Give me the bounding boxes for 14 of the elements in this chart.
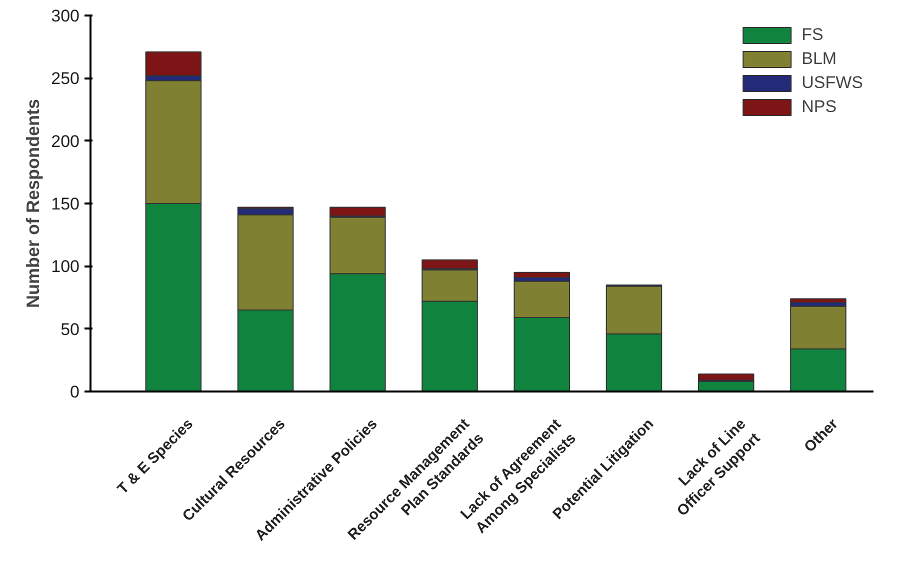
y-tick-label: 300 [51,6,80,26]
y-tick-label: 150 [51,194,80,214]
y-tick-label: 100 [51,257,80,276]
y-tick-label: 200 [51,132,80,151]
bar [514,272,570,278]
y-axis-title: Number of Respondents [23,98,44,308]
legend-label: BLM [802,49,837,69]
bar [790,298,846,304]
legend-label: USFWS [802,73,863,93]
legend-label: NPS [802,97,837,117]
y-tick-label: 50 [60,320,80,339]
y-tick-label: 0 [70,382,80,402]
legend-label: FS [802,25,824,45]
y-tick-label: 250 [51,69,80,88]
